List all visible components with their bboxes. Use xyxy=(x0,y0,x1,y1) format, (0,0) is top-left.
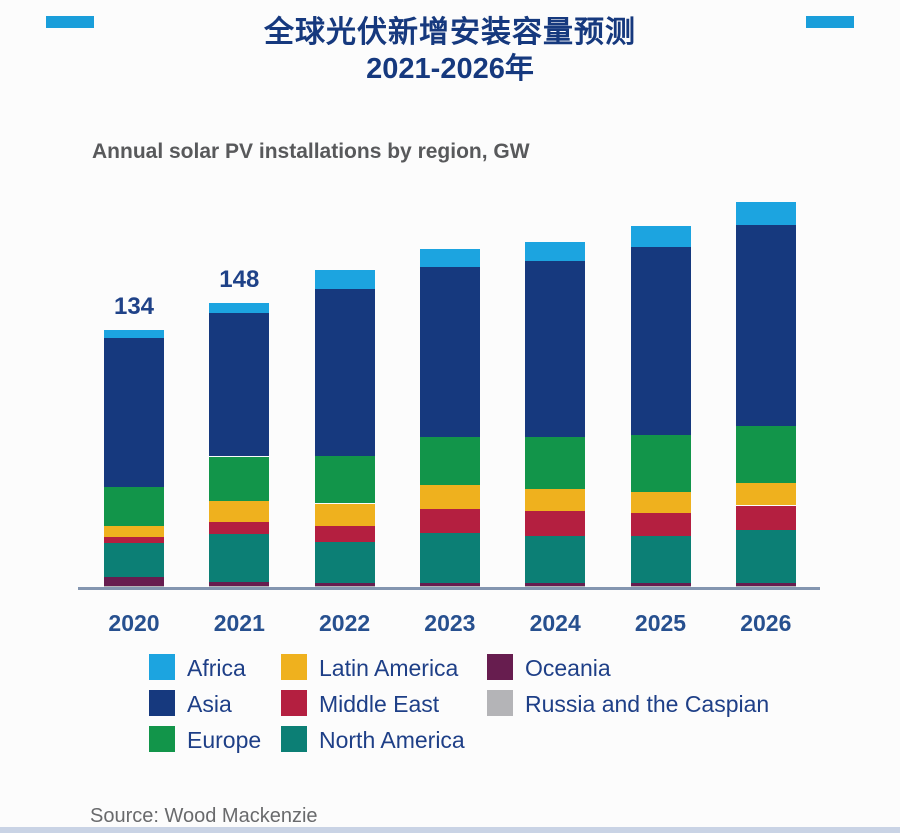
bar-segment-latin-america-2022 xyxy=(314,503,375,526)
bar-segment-north-america-2021 xyxy=(209,534,270,583)
legend-label-africa: Africa xyxy=(187,655,246,681)
bar-segment-africa-2020 xyxy=(104,330,164,338)
bar-segment-latin-america-2025 xyxy=(630,492,691,514)
bar-segment-africa-2024 xyxy=(525,241,586,261)
x-axis-label-2022: 2022 xyxy=(319,610,371,636)
legend-swatch-russia-and-the-caspian xyxy=(487,690,513,716)
bar-segment-north-america-2020 xyxy=(104,542,164,578)
bar-segment-north-america-2024 xyxy=(525,536,586,584)
bar-segment-north-america-2025 xyxy=(630,536,691,584)
bar-segment-europe-2025 xyxy=(630,434,691,492)
bar-segment-africa-2022 xyxy=(314,269,375,289)
legend-swatch-middle-east xyxy=(281,690,307,716)
bar-segment-oceania-2023 xyxy=(419,583,480,587)
chart-subtitle: Annual solar PV installations by region,… xyxy=(92,140,530,163)
bar-segment-oceania-2022 xyxy=(314,583,375,587)
bar-segment-asia-2023 xyxy=(419,266,480,438)
bar-segment-africa-2021 xyxy=(209,303,270,313)
bar-segment-asia-2025 xyxy=(630,246,691,435)
bar-segment-asia-2021 xyxy=(209,312,270,457)
bar-segment-middle-east-2020 xyxy=(104,537,164,543)
legend-swatch-africa xyxy=(149,654,175,680)
bar-segment-oceania-2025 xyxy=(630,583,691,587)
bar-segment-middle-east-2022 xyxy=(314,525,375,542)
bar-segment-asia-2020 xyxy=(104,337,164,488)
bar-segment-africa-2026 xyxy=(735,201,796,225)
bar-value-label-2021: 148 xyxy=(219,266,260,294)
bar-segment-russia-and-the-caspian-2025 xyxy=(630,586,691,587)
bar-segment-asia-2026 xyxy=(735,224,796,426)
bar-segment-north-america-2023 xyxy=(419,533,480,584)
x-axis-label-2024: 2024 xyxy=(529,610,581,636)
legend-label-middle-east: Middle East xyxy=(319,691,440,717)
legend-label-latin-america: Latin America xyxy=(319,655,459,681)
header-accent-dash-right xyxy=(806,16,854,28)
bar-segment-europe-2022 xyxy=(314,455,375,504)
legend-label-oceania: Oceania xyxy=(525,655,611,681)
bar-segment-latin-america-2023 xyxy=(419,485,480,510)
legend-swatch-latin-america xyxy=(281,654,307,680)
bar-segment-russia-and-the-caspian-2026 xyxy=(735,586,796,587)
legend-label-russia-and-the-caspian: Russia and the Caspian xyxy=(525,691,770,717)
bar-segment-europe-2020 xyxy=(104,487,164,526)
legend-swatch-asia xyxy=(149,690,175,716)
x-axis-label-2026: 2026 xyxy=(740,610,792,636)
bar-segment-africa-2025 xyxy=(630,225,691,247)
x-axis-label-2020: 2020 xyxy=(108,610,160,636)
bar-segment-latin-america-2024 xyxy=(525,489,586,512)
bar-segment-middle-east-2025 xyxy=(630,513,691,537)
bar-segment-russia-and-the-caspian-2023 xyxy=(419,586,480,587)
bar-segment-middle-east-2023 xyxy=(419,509,480,534)
bar-value-label-2020: 134 xyxy=(113,293,155,320)
x-axis-label-2023: 2023 xyxy=(424,610,476,636)
bar-segment-middle-east-2024 xyxy=(525,511,586,537)
x-axis-line xyxy=(78,587,820,590)
bar-segment-europe-2026 xyxy=(735,425,796,484)
header-accent-dash-left xyxy=(46,16,94,28)
bar-segment-europe-2024 xyxy=(525,437,586,490)
legend-label-north-america: North America xyxy=(319,727,465,753)
bar-segment-latin-america-2026 xyxy=(735,483,796,506)
bar-segment-russia-and-the-caspian-2022 xyxy=(314,586,375,587)
bar-segment-middle-east-2026 xyxy=(735,505,796,531)
legend-swatch-oceania xyxy=(487,654,513,680)
bar-segment-russia-and-the-caspian-2021 xyxy=(209,586,270,587)
bar-segment-russia-and-the-caspian-2024 xyxy=(525,586,586,587)
bar-segment-latin-america-2020 xyxy=(104,525,164,538)
legend-swatch-europe xyxy=(149,726,175,752)
bar-segment-europe-2021 xyxy=(209,456,270,501)
bar-segment-oceania-2021 xyxy=(209,582,270,586)
bar-segment-north-america-2022 xyxy=(314,541,375,584)
bar-segment-oceania-2024 xyxy=(525,583,586,587)
bar-segment-europe-2023 xyxy=(419,437,480,486)
bar-segment-middle-east-2021 xyxy=(209,521,270,535)
page-title-line2: 2021-2026年 xyxy=(366,53,534,85)
page-title-line1: 全球光伏新增安装容量预测 xyxy=(264,16,636,49)
bar-segment-oceania-2026 xyxy=(735,583,796,587)
bar-segment-oceania-2020 xyxy=(104,577,164,586)
footer-accent-strip xyxy=(0,827,900,833)
source-note: Source: Wood Mackenzie xyxy=(90,805,318,827)
x-axis-label-2025: 2025 xyxy=(634,610,687,636)
bar-segment-africa-2023 xyxy=(419,249,480,267)
legend-label-asia: Asia xyxy=(187,691,232,717)
bar-segment-asia-2024 xyxy=(525,260,586,438)
bar-segment-north-america-2026 xyxy=(735,530,796,584)
legend-swatch-north-america xyxy=(281,726,307,752)
bar-segment-asia-2022 xyxy=(314,288,375,456)
x-axis-label-2021: 2021 xyxy=(213,610,265,636)
legend-label-europe: Europe xyxy=(187,727,262,753)
bar-segment-latin-america-2021 xyxy=(209,500,270,522)
bar-segment-russia-and-the-caspian-2020 xyxy=(104,586,164,587)
